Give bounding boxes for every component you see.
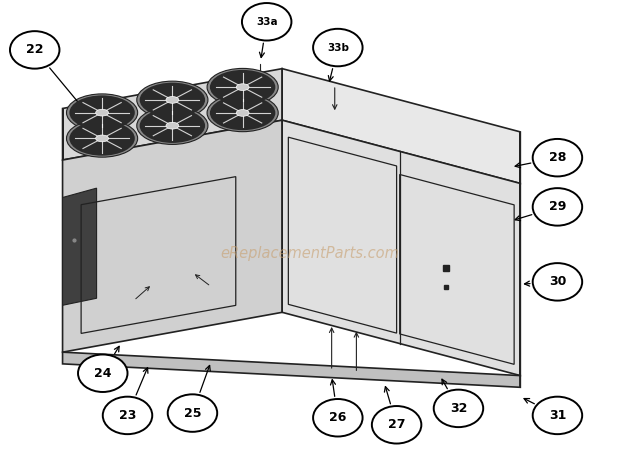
Circle shape bbox=[313, 399, 363, 437]
Text: 33b: 33b bbox=[327, 43, 349, 53]
Ellipse shape bbox=[140, 83, 205, 117]
Polygon shape bbox=[282, 69, 520, 183]
Polygon shape bbox=[63, 120, 282, 352]
Circle shape bbox=[533, 397, 582, 434]
Ellipse shape bbox=[236, 110, 249, 116]
Text: 33a: 33a bbox=[256, 17, 278, 27]
Polygon shape bbox=[282, 120, 520, 376]
Text: 22: 22 bbox=[26, 43, 43, 56]
Ellipse shape bbox=[137, 107, 208, 144]
Text: 32: 32 bbox=[450, 402, 467, 415]
Ellipse shape bbox=[69, 95, 135, 130]
Polygon shape bbox=[63, 352, 520, 387]
Circle shape bbox=[313, 29, 363, 66]
Ellipse shape bbox=[95, 135, 108, 142]
Text: 24: 24 bbox=[94, 367, 112, 380]
Text: 27: 27 bbox=[388, 418, 405, 431]
Text: 29: 29 bbox=[549, 200, 566, 213]
Text: eReplacementParts.com: eReplacementParts.com bbox=[221, 246, 399, 261]
Ellipse shape bbox=[137, 81, 208, 118]
Polygon shape bbox=[63, 188, 97, 306]
Ellipse shape bbox=[166, 96, 179, 103]
Ellipse shape bbox=[69, 121, 135, 156]
Circle shape bbox=[533, 139, 582, 176]
Ellipse shape bbox=[210, 96, 275, 130]
Circle shape bbox=[10, 31, 60, 69]
Text: 28: 28 bbox=[549, 151, 566, 164]
Text: 25: 25 bbox=[184, 407, 202, 420]
Ellipse shape bbox=[66, 94, 138, 132]
Text: 31: 31 bbox=[549, 409, 566, 422]
Circle shape bbox=[434, 390, 483, 427]
Text: 30: 30 bbox=[549, 275, 566, 289]
Text: 23: 23 bbox=[119, 409, 136, 422]
Circle shape bbox=[533, 188, 582, 226]
Ellipse shape bbox=[95, 109, 108, 116]
Circle shape bbox=[372, 406, 422, 444]
Ellipse shape bbox=[140, 109, 205, 143]
Ellipse shape bbox=[66, 120, 138, 157]
Circle shape bbox=[242, 3, 291, 40]
Ellipse shape bbox=[207, 94, 278, 132]
Circle shape bbox=[78, 354, 128, 392]
Text: 26: 26 bbox=[329, 411, 347, 424]
Circle shape bbox=[103, 397, 153, 434]
Polygon shape bbox=[63, 69, 282, 160]
Circle shape bbox=[533, 263, 582, 301]
Ellipse shape bbox=[207, 69, 278, 106]
Circle shape bbox=[168, 394, 217, 432]
Ellipse shape bbox=[210, 70, 275, 104]
Ellipse shape bbox=[236, 84, 249, 91]
Ellipse shape bbox=[166, 122, 179, 129]
